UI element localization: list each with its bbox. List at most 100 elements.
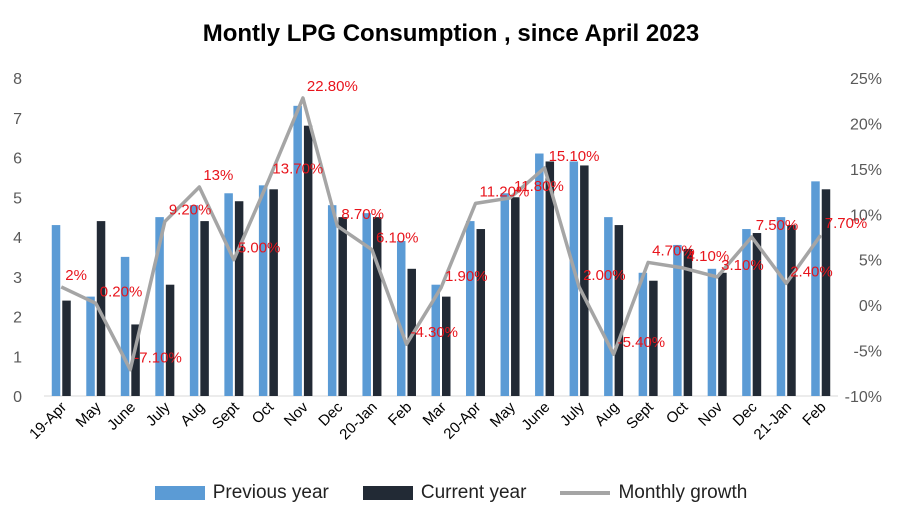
x-tick-label: Aug — [592, 399, 623, 430]
x-tick-label: July — [143, 398, 174, 429]
bar-current-year — [303, 125, 313, 396]
bar-current-year — [269, 189, 278, 396]
growth-data-label: 5.00% — [238, 240, 281, 257]
y2-tick-label: 10% — [850, 207, 882, 224]
bar-previous-year — [776, 217, 786, 396]
bar-current-year — [476, 229, 486, 396]
y-tick-label: 5 — [13, 190, 22, 207]
legend-label-current: Current year — [420, 482, 527, 503]
growth-data-label: 7.50% — [756, 217, 799, 234]
y-tick-label: 3 — [13, 270, 22, 287]
y2-tick-label: 0% — [859, 298, 882, 315]
growth-data-label: 0.20% — [100, 283, 143, 300]
bar-previous-year — [224, 193, 233, 396]
x-tick-label: Feb — [799, 399, 829, 429]
chart-title: Montly LPG Consumption , since April 202… — [202, 20, 700, 47]
x-tick-label: Nov — [281, 398, 312, 429]
bar-previous-year — [86, 296, 95, 396]
bar-current-year — [442, 296, 451, 396]
growth-data-label: 11.80% — [514, 178, 564, 195]
bar-current-year — [545, 161, 555, 396]
bar-current-year — [752, 233, 762, 396]
growth-line — [60, 96, 823, 372]
bar-previous-year — [120, 256, 130, 396]
y2-tick-label: 20% — [850, 116, 882, 133]
growth-data-label: 2.40% — [790, 263, 833, 280]
bar-previous-year — [293, 105, 302, 396]
bar-current-year — [62, 300, 71, 396]
y2-tick-label: 15% — [850, 162, 882, 179]
x-tick-label: Feb — [385, 399, 415, 429]
x-tick-label: Sept — [209, 398, 243, 432]
bar-previous-year — [431, 284, 440, 396]
bar-current-year — [234, 201, 244, 396]
x-tick-label: 21-Jan — [751, 399, 795, 443]
growth-data-label: 2% — [65, 267, 87, 284]
growth-data-label: 15.10% — [549, 148, 600, 165]
growth-data-label: 4.10% — [687, 248, 730, 265]
x-tick-label: July — [557, 398, 588, 429]
bar-previous-year — [396, 240, 406, 396]
x-tick-label: 19-Apr — [26, 399, 70, 443]
bar-current-year — [372, 217, 382, 396]
y2-tick-label: 5% — [859, 253, 882, 270]
bar-current-year — [580, 165, 589, 396]
bar-current-year — [338, 217, 347, 396]
bar-previous-year — [569, 161, 579, 396]
y-tick-label: 2 — [13, 310, 22, 327]
growth-data-label: 8.70% — [341, 206, 384, 223]
legend-item-growth: Monthly growth — [560, 482, 747, 504]
bar-previous-year — [189, 205, 199, 396]
bar-previous-year — [638, 272, 648, 396]
bar-current-year — [821, 189, 831, 396]
x-tick-label: Nov — [695, 398, 726, 429]
x-tick-label: 20-Apr — [440, 399, 484, 443]
bar-previous-year — [51, 225, 61, 396]
growth-data-label: -4.30% — [410, 324, 458, 341]
bar-current-year — [718, 272, 727, 396]
growth-data-label: 13% — [203, 167, 233, 184]
legend-label-previous: Previous year — [212, 482, 329, 503]
growth-data-label: 11.20% — [480, 183, 530, 200]
legend-swatch-previous — [154, 486, 205, 500]
x-tick-label: June — [104, 399, 139, 434]
legend-item-previous: Previous year — [154, 482, 329, 504]
growth-data-label: 13.70% — [272, 161, 323, 178]
bar-previous-year — [155, 217, 164, 396]
bar-previous-year — [604, 217, 613, 396]
bar-previous-year — [673, 244, 682, 396]
growth-data-label: 1.90% — [445, 268, 488, 285]
y-tick-label: 4 — [13, 230, 22, 247]
growth-data-label: -5.40% — [618, 334, 666, 351]
x-tick-label: June — [518, 399, 553, 434]
growth-data-label: 9.20% — [169, 202, 212, 219]
x-tick-label: Oct — [663, 398, 692, 427]
bar-previous-year — [500, 193, 510, 396]
x-tick-label: May — [73, 398, 105, 430]
legend-label-growth: Monthly growth — [618, 482, 748, 503]
bar-current-year — [131, 324, 140, 396]
bar-previous-year — [362, 213, 371, 396]
bar-current-year — [96, 221, 106, 396]
growth-data-label: 7.70% — [825, 215, 868, 232]
y-tick-label: 0 — [13, 389, 22, 406]
growth-data-label: 4.70% — [652, 242, 695, 259]
bar-current-year — [649, 280, 658, 396]
bar-previous-year — [327, 205, 337, 396]
y2-tick-label: -5% — [854, 344, 882, 361]
bar-previous-year — [811, 181, 820, 396]
bar-previous-year — [707, 268, 717, 396]
bar-current-year — [200, 221, 209, 396]
bar-current-year — [683, 248, 693, 396]
chart-legend: Previous year Current year Monthly growt… — [0, 482, 902, 504]
y-tick-label: 6 — [13, 151, 22, 168]
bar-current-year — [787, 225, 796, 396]
growth-data-label: -7.10% — [134, 350, 182, 367]
y-tick-label: 8 — [13, 71, 22, 88]
growth-data-label: 3.10% — [721, 257, 764, 274]
x-tick-label: Sept — [623, 398, 657, 432]
growth-data-label: 2.00% — [583, 267, 626, 284]
bar-current-year — [511, 197, 520, 396]
y-tick-label: 7 — [13, 111, 22, 128]
